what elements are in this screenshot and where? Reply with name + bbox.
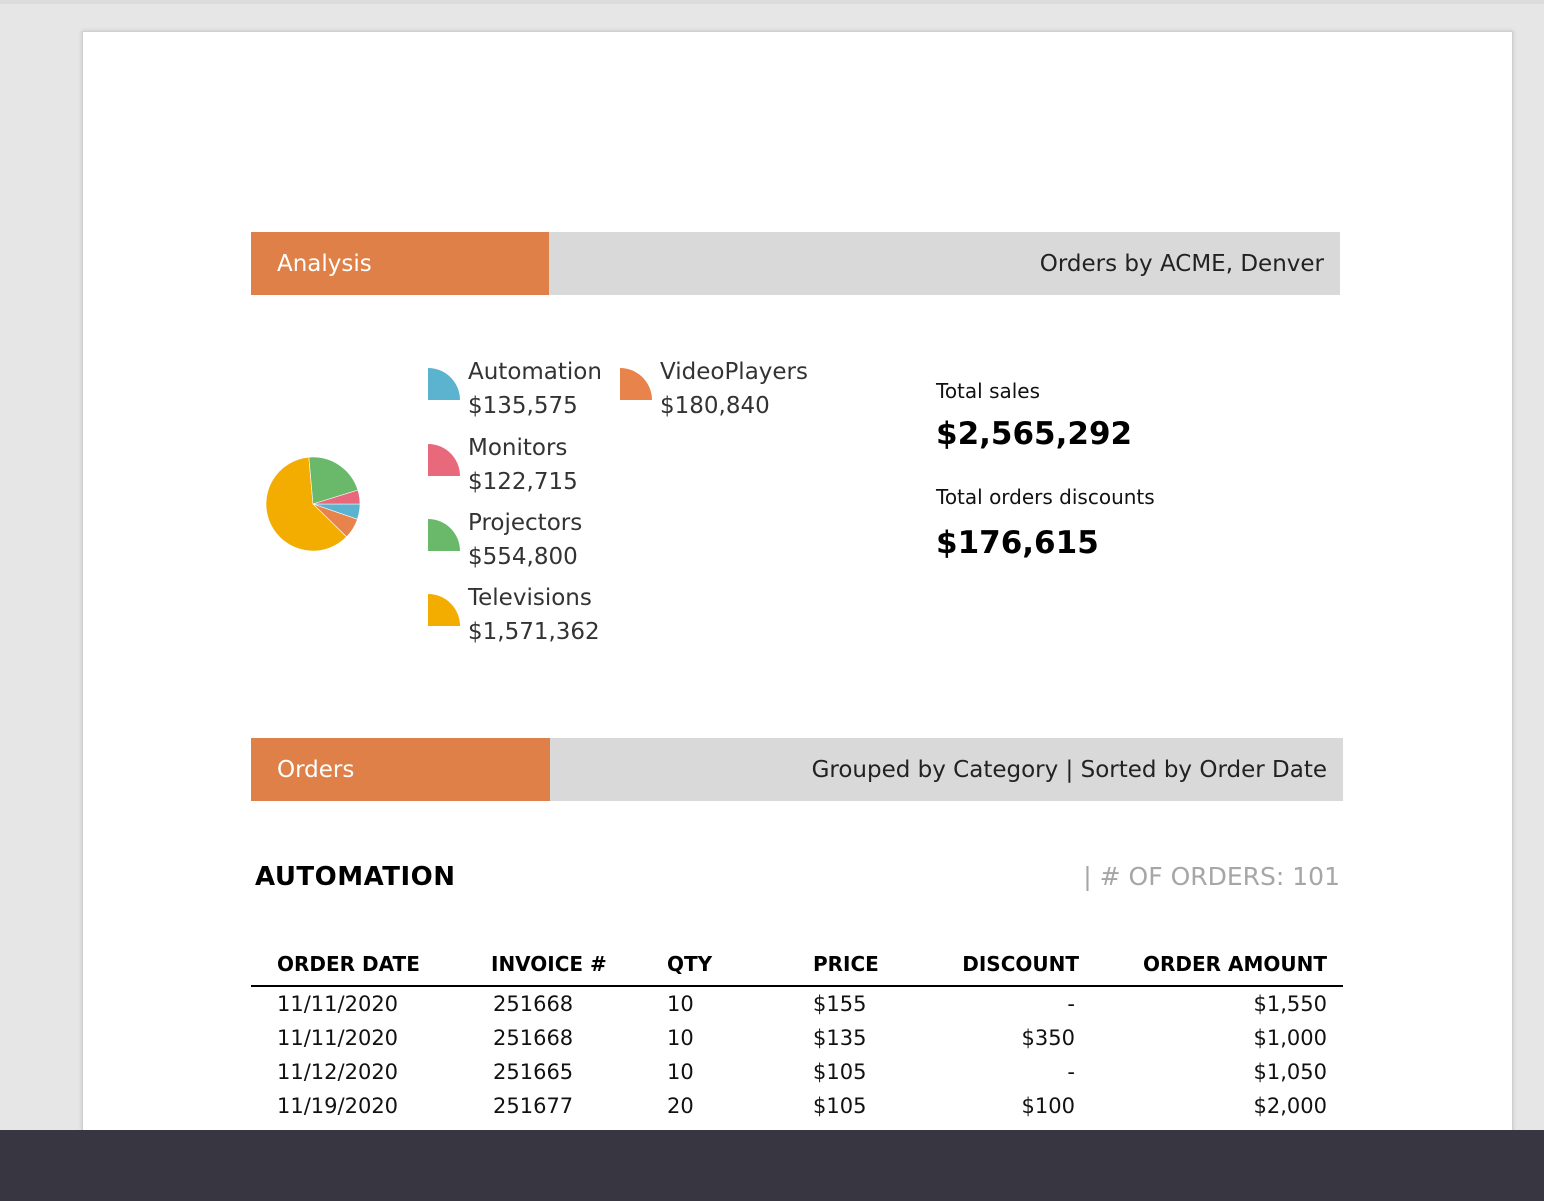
cell-invoice: 251668 — [493, 992, 574, 1016]
window-top-strip — [0, 0, 1544, 4]
pie-slice-monitors — [312, 489, 361, 505]
analysis-header-band: Analysis Orders by ACME, Denver — [251, 232, 1340, 295]
legend-label-videoplayers: VideoPlayers — [660, 359, 808, 385]
legend-swatch-projectors-icon — [428, 519, 460, 551]
group-order-count: | # OF ORDERS: 101 — [1083, 862, 1340, 891]
legend-item-videoplayers: VideoPlayers $180,840 — [620, 355, 808, 423]
legend-value-televisions: $1,571,362 — [468, 619, 600, 645]
cell-qty: 10 — [667, 1060, 694, 1084]
cell-price: $105 — [813, 1060, 867, 1084]
cell-order-date: 11/12/2020 — [277, 1060, 399, 1084]
cell-order-amount: $1,550 — [1253, 992, 1327, 1016]
category-pie-chart — [265, 456, 361, 552]
legend-item-automation: Automation $135,575 — [428, 355, 602, 423]
bottom-toolbar — [0, 1130, 1544, 1201]
cell-price: $105 — [813, 1094, 867, 1118]
report-page: Analysis Orders by ACME, Denver Automati… — [82, 31, 1513, 1153]
cell-order-date: 11/11/2020 — [277, 992, 399, 1016]
column-header: PRICE — [813, 952, 879, 976]
orders-header-band: Orders Grouped by Category | Sorted by O… — [251, 738, 1343, 801]
cell-order-date: 11/19/2020 — [277, 1094, 399, 1118]
column-header: DISCOUNT — [962, 952, 1079, 976]
legend-swatch-automation-icon — [428, 368, 460, 400]
group-title: AUTOMATION — [255, 862, 456, 892]
cell-discount: - — [1067, 1060, 1075, 1084]
pie-slice-televisions — [265, 456, 348, 552]
legend-value-monitors: $122,715 — [468, 469, 578, 495]
cell-discount: - — [1067, 992, 1075, 1016]
total-sales-value: $2,565,292 — [936, 416, 1133, 452]
orders-tag: Orders — [251, 738, 550, 801]
cell-order-date: 11/11/2020 — [277, 1026, 399, 1050]
cell-invoice: 251677 — [493, 1094, 574, 1118]
legend-item-televisions: Televisions $1,571,362 — [428, 581, 600, 649]
cell-discount: $350 — [1021, 1026, 1075, 1050]
legend-label-projectors: Projectors — [468, 510, 583, 536]
table-row: 11/11/2020 251668 10 $155 - $1,550 — [251, 987, 1343, 1021]
column-header: QTY — [667, 952, 713, 976]
legend-label-monitors: Monitors — [468, 435, 568, 461]
legend-swatch-televisions-icon — [428, 594, 460, 626]
cell-order-amount: $1,000 — [1253, 1026, 1327, 1050]
orders-title: Grouped by Category | Sorted by Order Da… — [550, 738, 1343, 801]
orders-table: ORDER DATE INVOICE # QTY PRICE DISCOUNT … — [251, 948, 1343, 1123]
column-header: ORDER DATE — [277, 952, 420, 976]
pie-slice-projectors — [308, 456, 359, 505]
legend-value-videoplayers: $180,840 — [660, 393, 770, 419]
cell-qty: 10 — [667, 1026, 694, 1050]
legend-item-monitors: Monitors $122,715 — [428, 431, 578, 499]
table-row: 11/12/2020 251665 10 $105 - $1,050 — [251, 1055, 1343, 1089]
legend-swatch-videoplayers-icon — [620, 368, 652, 400]
cell-qty: 20 — [667, 1094, 694, 1118]
cell-price: $155 — [813, 992, 867, 1016]
table-row: 11/11/2020 251668 10 $135 $350 $1,000 — [251, 1021, 1343, 1055]
legend-value-projectors: $554,800 — [468, 544, 578, 570]
table-header: ORDER DATE INVOICE # QTY PRICE DISCOUNT … — [251, 948, 1343, 987]
legend-item-projectors: Projectors $554,800 — [428, 506, 582, 574]
table-row: 11/19/2020 251677 20 $105 $100 $2,000 — [251, 1089, 1343, 1123]
analysis-tag: Analysis — [251, 232, 549, 295]
total-discounts-label: Total orders discounts — [936, 485, 1155, 509]
legend-swatch-monitors-icon — [428, 444, 460, 476]
cell-order-amount: $1,050 — [1253, 1060, 1327, 1084]
legend-label-televisions: Televisions — [468, 585, 592, 611]
cell-discount: $100 — [1021, 1094, 1075, 1118]
cell-invoice: 251668 — [493, 1026, 574, 1050]
cell-order-amount: $2,000 — [1253, 1094, 1327, 1118]
legend-label-automation: Automation — [468, 359, 602, 385]
cell-qty: 10 — [667, 992, 694, 1016]
column-header: ORDER AMOUNT — [1142, 952, 1327, 976]
total-discounts-value: $176,615 — [936, 525, 1099, 561]
column-header: INVOICE # — [491, 952, 607, 976]
legend-value-automation: $135,575 — [468, 393, 578, 419]
cell-price: $135 — [813, 1026, 867, 1050]
cell-invoice: 251665 — [493, 1060, 574, 1084]
analysis-title: Orders by ACME, Denver — [549, 232, 1340, 295]
total-sales-label: Total sales — [936, 379, 1041, 403]
